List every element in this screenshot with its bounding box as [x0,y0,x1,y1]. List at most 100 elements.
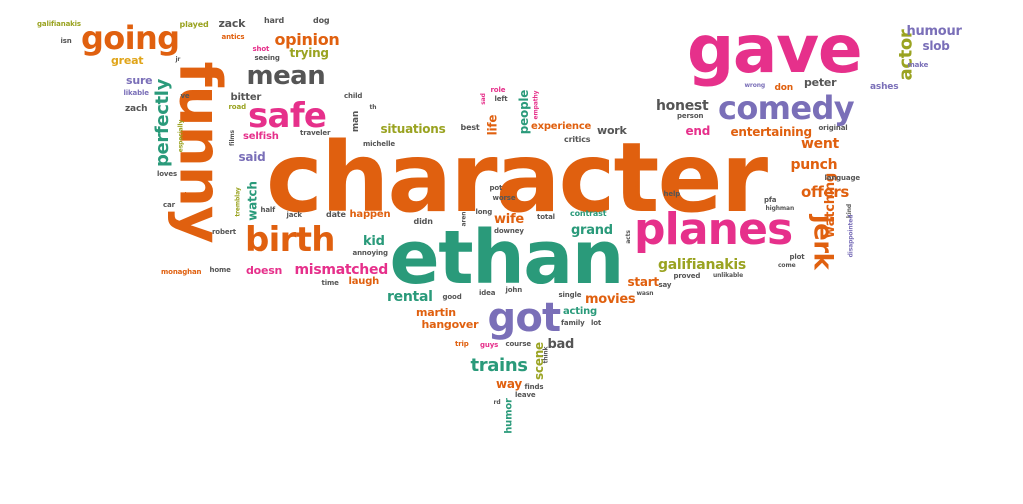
word-hangover: hangover [421,317,479,331]
word-selfish: selfish [243,131,279,142]
word-sure: sure [126,73,153,87]
word-loves: loves [157,169,177,178]
word-mean: mean [246,61,326,91]
word-planes: planes [634,204,793,255]
word-zach: zach [125,103,148,114]
word-watch: watch [245,181,260,221]
word-jr: jr [175,56,181,63]
word-make: make [907,60,929,69]
word-situations: situations [380,122,446,136]
word-ve: ve [180,91,190,100]
word-john: john [505,285,523,294]
word-road: road [228,102,247,111]
word-life: life [484,114,499,136]
word-honest: honest [656,98,709,114]
word-car: car [163,200,175,209]
word-language: language [824,173,861,182]
word-trip: trip [455,339,469,348]
word-good: good [442,292,462,301]
word-dog: dog [313,16,330,25]
word-bad: bad [547,336,575,352]
word-family: family [561,318,585,327]
word-entertaining: entertaining [730,125,813,139]
word-annoying: annoying [352,248,388,257]
word-isn: isn [60,36,72,45]
word-trains: trains [470,355,529,376]
word-wasn: wasn [636,290,654,297]
word-character: character [266,122,768,234]
word-films: films [228,130,236,146]
word-hard: hard [264,16,285,25]
word-way: way [496,377,522,391]
word-single: single [558,290,582,299]
word-went: went [801,136,839,152]
word-galifianakis: galifianakis [37,19,81,28]
word-proved: proved [673,271,701,280]
word-pfa: pfa [764,195,777,204]
word-birth: birth [245,220,336,260]
word-acts: acts [624,230,632,244]
word-bitter: bitter [230,92,262,103]
word-leave: leave [515,390,536,399]
word-home: home [209,265,231,274]
word-jack: jack [286,210,303,219]
word-man: man [350,110,361,132]
word-guys: guys [480,340,499,349]
word-person: person [677,111,704,120]
word-half: half [260,205,276,214]
word-laugh: laugh [348,276,380,287]
word-rental: rental [387,289,433,305]
word-best: best [460,123,480,132]
word-finds: finds [524,382,544,391]
word-great: great [111,53,144,67]
word-wrong: wrong [744,82,766,89]
word-work: work [597,123,627,137]
word-offers: offers [801,182,850,201]
word-empathy: empathy [531,90,539,120]
word-humor: humor [503,398,515,434]
word-likable: likable [123,88,150,97]
word-safe: safe [248,96,327,136]
word-plot: plot [789,252,805,261]
word-shot: shot [252,44,270,53]
word-trying: trying [289,46,330,60]
word-people: people [517,89,532,135]
word-critics: critics [564,135,591,144]
word-course: course [505,339,532,348]
word-rd: rd [493,399,501,406]
word-pot: pot [489,183,503,192]
word-experience: experience [531,121,592,132]
word-worse: worse [492,193,516,202]
word-ethan: ethan [389,215,625,301]
word-downey: downey [494,226,524,235]
word-perfectly: perfectly [151,79,173,167]
word-galifianakis: galifianakis [658,257,746,273]
word-peter: peter [804,75,837,89]
word-comedy: comedy [718,89,855,127]
word-monaghan: monaghan [161,267,202,276]
word-acting: acting [563,306,597,317]
word-traveler: traveler [300,128,331,137]
word-slob: slob [922,39,950,53]
word-got: got [487,295,562,341]
word-sad: sad [479,93,487,105]
word-help: help [663,189,681,198]
word-don: don [774,82,794,93]
word-role: role [490,85,506,94]
word-architect: architect [633,178,641,208]
word-ashes: ashes [870,81,899,92]
word-long: long [475,207,493,216]
word-total: total [537,212,555,221]
word-tremblay: tremblay [234,187,242,217]
word-happen: happen [349,209,391,220]
word-doesn: doesn [246,263,283,277]
word-come: come [778,262,796,269]
word-martin: martin [416,305,456,319]
word-idea: idea [479,288,496,297]
word-unlikable: unlikable [713,272,744,279]
word-contrast: contrast [570,209,607,218]
word-th: th [369,104,377,111]
word-michelle: michelle [363,139,396,148]
word-aren: aren [459,211,467,227]
